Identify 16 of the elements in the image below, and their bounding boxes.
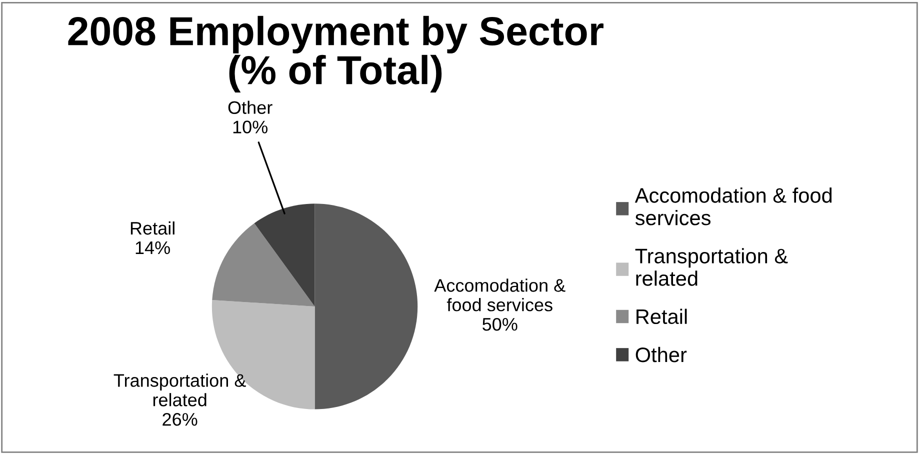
slice-label: Retail (130, 221, 174, 235)
legend-label: Other (636, 346, 687, 362)
legend-label: Transportation & related (635, 248, 788, 286)
pie-slice (212, 223, 315, 306)
data-label: 10% (233, 120, 268, 134)
data-label: 50% (482, 318, 518, 331)
data-label: 26% (162, 413, 198, 426)
legend-label: Accomodation & food services (634, 188, 832, 226)
slice-label: Accomodation & food services (434, 278, 566, 312)
slice-label: Other (228, 100, 272, 114)
pie-slice (254, 204, 315, 306)
chart-title: 2008 Employment by Sector (% of Total) (68, 16, 604, 92)
pie-slice (314, 204, 418, 410)
slice-label: Transportation & related (114, 374, 246, 406)
legend-label: Retail (636, 308, 687, 324)
data-label: 14% (136, 241, 170, 254)
